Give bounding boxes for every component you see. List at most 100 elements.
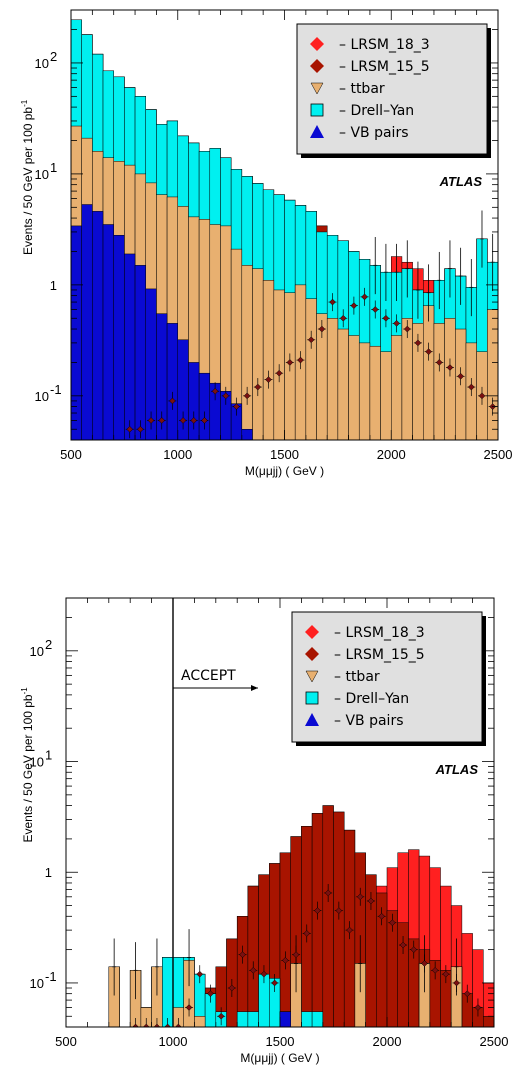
legend: – LRSM_18_3 – LRSM_15_5 – ttbar – Drell–Yan… xyxy=(296,23,491,158)
y-axis-label-main: Events / 50 GeV per 100 pb xyxy=(21,107,35,255)
legend-label: – LRSM_15_5 xyxy=(334,647,425,663)
data-point xyxy=(174,1023,182,1027)
bar-vb-pairs xyxy=(102,224,114,440)
y-axis-label: Events / 50 GeV per 100 pb-1 xyxy=(20,99,35,255)
triangle-up-icon xyxy=(305,713,319,726)
bar-ttbar xyxy=(433,323,445,440)
accept-label: ACCEPT xyxy=(181,668,236,684)
data-point xyxy=(158,417,166,424)
data-point xyxy=(463,990,471,998)
legend-label: – LRSM_15_5 xyxy=(339,59,430,75)
data-point xyxy=(421,960,428,967)
data-point xyxy=(243,392,251,400)
bar-lrsm-15-5 xyxy=(236,916,249,1027)
bar-ttbar xyxy=(241,265,253,440)
legend-entry: – ttbar xyxy=(310,81,385,97)
legend-entry: – Drell–Yan xyxy=(310,103,414,119)
x-tick-label: 1500 xyxy=(266,1034,295,1049)
y-tick-label: 10 xyxy=(30,755,44,770)
legend-entry: – LRSM_15_5 xyxy=(305,647,425,663)
y-tick-label: 10 xyxy=(35,56,49,71)
bar-drell-yan xyxy=(247,1011,259,1027)
layer-vb-pairs xyxy=(279,1011,291,1027)
legend-entry: – ttbar xyxy=(305,669,380,685)
triangle-up-icon xyxy=(310,125,324,138)
diamond-icon xyxy=(305,647,319,661)
bar-vb-pairs xyxy=(113,235,125,440)
x-axis-label: M(μμjj) ( GeV ) xyxy=(240,1051,319,1065)
x-tick-label: 2500 xyxy=(480,1034,509,1049)
legend: – LRSM_18_3 – LRSM_15_5 – ttbar – Drell–Yan… xyxy=(291,611,486,746)
data-point xyxy=(453,979,460,987)
legend-entry: – LRSM_15_5 xyxy=(310,59,430,75)
bar-vb-pairs xyxy=(241,428,253,440)
bar-vb-pairs xyxy=(81,204,93,440)
data-point xyxy=(467,383,475,391)
legend-label: – VB pairs xyxy=(334,713,404,729)
data-point xyxy=(346,926,353,934)
data-point xyxy=(335,907,343,914)
legend-box xyxy=(291,611,483,743)
plot-2: ACCEPT 500 1000 1500 2000 2500 M(μμjj) ( GeV )… xyxy=(20,597,508,1065)
data-point xyxy=(410,946,418,953)
data-point xyxy=(378,912,386,920)
legend-entry: – Drell–Yan xyxy=(305,691,409,707)
accept-arrowhead xyxy=(251,685,258,691)
data-point xyxy=(361,293,368,301)
x-tick-label: 500 xyxy=(55,1034,77,1049)
legend-label: – LRSM_18_3 xyxy=(334,625,425,641)
histogram-layers xyxy=(71,19,498,440)
x-tick-label: 2000 xyxy=(373,1034,402,1049)
x-axis: 500 1000 1500 2000 2500 M(μμjj) ( GeV ) xyxy=(55,598,508,1065)
bar-ttbar xyxy=(444,318,456,440)
data-point xyxy=(137,425,144,433)
bar-drell-yan xyxy=(236,1011,249,1027)
bar-ttbar xyxy=(369,345,381,440)
data-point xyxy=(190,417,198,424)
layer-vb-pairs xyxy=(71,204,253,440)
diamond-icon xyxy=(310,37,324,51)
data-point xyxy=(403,325,411,333)
legend-box xyxy=(296,23,488,155)
legend-entry: – VB pairs xyxy=(310,125,409,141)
histogram-layers xyxy=(108,805,494,1027)
data-point xyxy=(132,1023,139,1027)
y-tick-exponent: 1 xyxy=(45,748,52,763)
signal-points xyxy=(131,883,482,1027)
data-point xyxy=(233,403,240,410)
x-tick-label: 2500 xyxy=(484,447,513,462)
bar-ttbar xyxy=(337,328,349,440)
legend-label: – Drell–Yan xyxy=(339,103,414,119)
data-point xyxy=(271,979,279,987)
data-point xyxy=(457,372,464,380)
data-point xyxy=(211,387,219,395)
data-point xyxy=(303,930,311,937)
y-tick-exponent: 1 xyxy=(50,160,57,175)
data-point xyxy=(126,425,134,433)
data-point xyxy=(249,966,257,974)
bar-vb-pairs xyxy=(279,1011,291,1027)
bar-vb-pairs xyxy=(124,253,136,440)
data-point xyxy=(222,392,230,400)
bar-vb-pairs xyxy=(134,265,146,440)
x-tick-label: 1500 xyxy=(270,447,299,462)
data-point xyxy=(185,1004,193,1011)
x-tick-label: 1000 xyxy=(159,1034,188,1049)
x-axis: 500 1000 1500 2000 2500 M(μμjj) ( GeV ) xyxy=(60,10,512,478)
legend-label: – ttbar xyxy=(339,81,385,97)
data-point xyxy=(425,348,432,356)
y-tick-exponent: -1 xyxy=(50,382,62,397)
data-point xyxy=(442,970,450,978)
data-point xyxy=(207,990,214,998)
data-point xyxy=(147,417,155,424)
y-tick-exponent: 2 xyxy=(50,49,57,64)
data-point xyxy=(399,941,407,949)
bar-vb-pairs xyxy=(71,225,82,440)
legend-label: – ttbar xyxy=(334,669,380,685)
y-tick-exponent: -1 xyxy=(45,969,57,984)
error-bars xyxy=(373,210,495,322)
bar-lrsm-15-5 xyxy=(483,1016,494,1027)
data-point xyxy=(292,951,300,959)
